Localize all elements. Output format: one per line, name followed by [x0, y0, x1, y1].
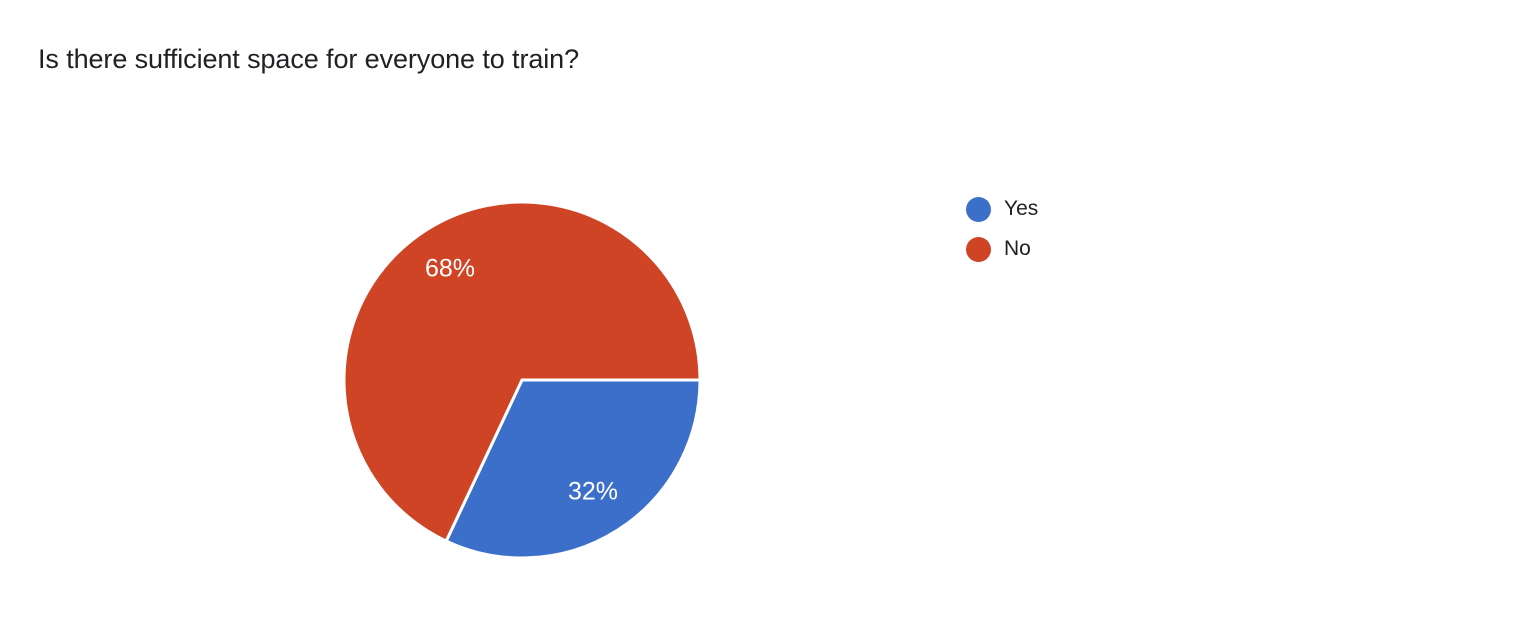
- legend-item-label: Yes: [1004, 197, 1039, 220]
- pie-chart-svg: [342, 200, 702, 560]
- page-title: Is there sufficient space for everyone t…: [38, 44, 580, 74]
- circle-swatch-icon: [966, 196, 991, 222]
- legend-item-no[interactable]: No: [966, 236, 1038, 262]
- chart-legend: Yes No: [966, 196, 1038, 262]
- circle-swatch-icon: [966, 236, 991, 262]
- legend-item-yes[interactable]: Yes: [966, 196, 1038, 222]
- pie-slice-yes[interactable]: [444, 378, 702, 560]
- pie-chart: 32% 68%: [342, 200, 702, 560]
- pie-slice-no[interactable]: [342, 200, 702, 544]
- legend-item-label: No: [1004, 237, 1031, 260]
